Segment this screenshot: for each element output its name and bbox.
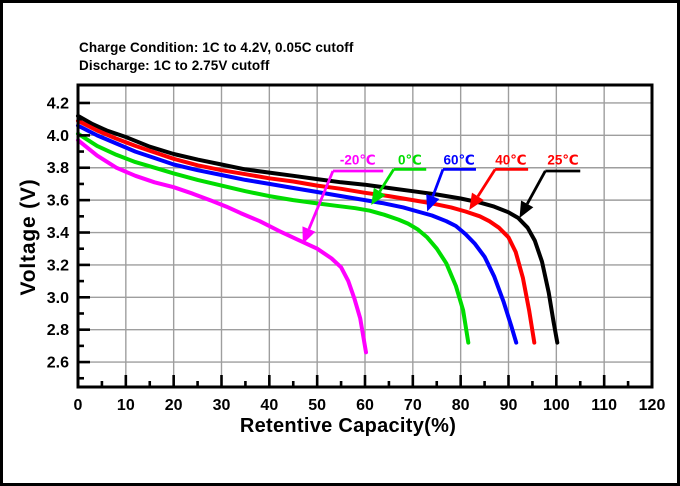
x-tick-label: 20 — [165, 397, 183, 414]
x-tick-label: 70 — [404, 397, 422, 414]
legend-arrowhead-icon — [302, 226, 316, 244]
y-tick-labels: 4.2 4.0 3.8 3.6 3.4 3.2 3.0 2.8 2.6 — [47, 95, 69, 371]
y-tick-label: 3.2 — [47, 257, 69, 274]
y-tick-label: 2.6 — [47, 355, 69, 372]
legend-annotation-40℃: 40℃ — [469, 153, 529, 210]
legend-label: 40℃ — [495, 153, 526, 168]
discharge-condition-line: Discharge: 1C to 2.75V cutoff — [79, 58, 270, 73]
y-tick-label: 4.0 — [47, 128, 69, 145]
legend-arrowhead-icon — [371, 187, 386, 205]
x-tick-label: 120 — [639, 397, 666, 414]
legend-annotation-0℃: 0℃ — [371, 153, 427, 205]
legend-label: -20℃ — [340, 153, 376, 168]
test-conditions-note: Charge Condition: 1C to 4.2V, 0.05C cuto… — [79, 39, 353, 75]
series-curve-40℃ — [76, 118, 537, 345]
y-tick-label: 2.8 — [47, 322, 69, 339]
series-curve-25℃ — [76, 113, 560, 345]
x-axis-title: Retentive Capacity(%) — [239, 415, 457, 437]
legend-arrow-shaft — [307, 170, 335, 230]
x-tick-label: 60 — [356, 397, 374, 414]
legend-annotation-25℃: 25℃ — [519, 153, 581, 218]
y-tick-label: 3.4 — [47, 225, 69, 242]
legend-arrow-shaft — [378, 168, 395, 193]
series-curve--20℃ — [76, 138, 368, 355]
x-tick-label: 90 — [500, 397, 518, 414]
legend-arrow-shaft — [476, 168, 497, 198]
x-tick-labels: 0 10 20 30 40 50 60 70 80 90 100 110 120 — [74, 397, 666, 414]
x-tick-label: 0 — [74, 397, 83, 414]
legend-label: 0℃ — [398, 153, 422, 168]
x-tick-label: 50 — [308, 397, 326, 414]
legend-label: 60℃ — [444, 153, 475, 168]
x-tick-label: 30 — [213, 397, 231, 414]
charge-condition-line: Charge Condition: 1C to 4.2V, 0.05C cuto… — [79, 40, 354, 55]
y-tick-label: 3.8 — [47, 160, 69, 177]
legend-arrowhead-icon — [426, 194, 440, 212]
legend-arrow-shaft — [525, 170, 547, 205]
legend-arrow-shaft — [431, 168, 445, 197]
legend-arrowhead-icon — [519, 200, 534, 218]
legend-annotation-60℃: 60℃ — [426, 153, 476, 212]
x-tick-label: 110 — [591, 397, 617, 414]
series-curve-0℃ — [76, 131, 471, 345]
y-tick-label: 3.6 — [47, 193, 69, 210]
series-curve-60℃ — [76, 123, 519, 345]
y-tick-label: 4.2 — [47, 95, 69, 112]
x-tick-label: 80 — [452, 397, 470, 414]
axis-ticks — [76, 101, 654, 387]
x-tick-label: 40 — [260, 397, 278, 414]
y-tick-label: 3.0 — [47, 290, 69, 307]
y-axis-title: Voltage (V) — [17, 178, 40, 296]
legend-annotation--20℃: -20℃ — [302, 153, 384, 244]
legend-arrowhead-icon — [469, 192, 484, 210]
x-tick-label: 100 — [543, 397, 570, 414]
x-tick-label: 10 — [117, 397, 135, 414]
legend-label: 25℃ — [547, 153, 578, 168]
